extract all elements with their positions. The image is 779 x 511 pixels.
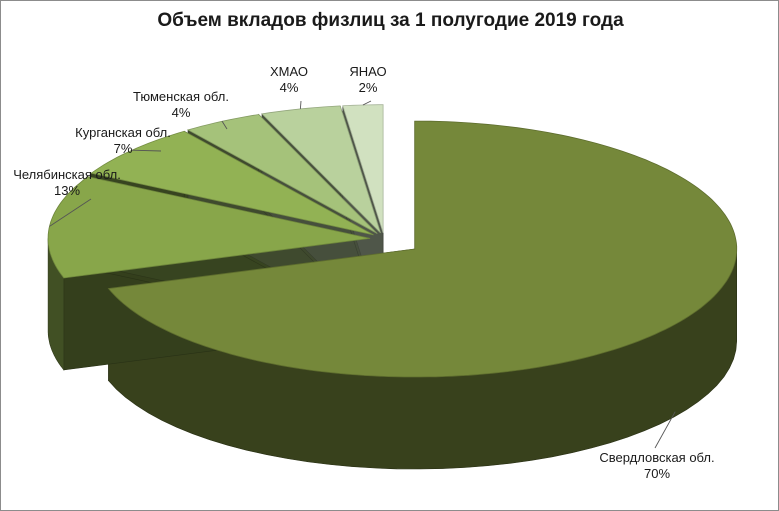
leader-line-5 [362,100,372,106]
slice-value-label-3: 4% [172,105,191,120]
slice-label-0: Свердловская обл. [599,450,714,465]
leader-line-0 [654,411,676,449]
slice-value-label-5: 2% [359,80,378,95]
slice-label-2: Курганская обл. [75,125,171,140]
slice-0 [107,120,738,378]
slice-label-5: ЯНАО [349,64,386,79]
leader-line-3 [221,121,228,130]
chart-title: Объем вкладов физлиц за 1 полугодие 2019… [157,10,624,31]
leader-line-1 [49,198,92,227]
slice-value-label-2: 7% [114,141,133,156]
slice-value-label-4: 4% [280,80,299,95]
slice-label-4: ХМАО [270,64,308,79]
slice-value-label-0: 70% [644,466,670,481]
slice-label-3: Тюменская обл. [133,89,229,104]
slice-value-label-1: 13% [54,183,80,198]
leader-line-2 [131,149,162,152]
slice-label-1: Челябинская обл. [13,167,121,182]
leader-line-4 [299,100,302,109]
